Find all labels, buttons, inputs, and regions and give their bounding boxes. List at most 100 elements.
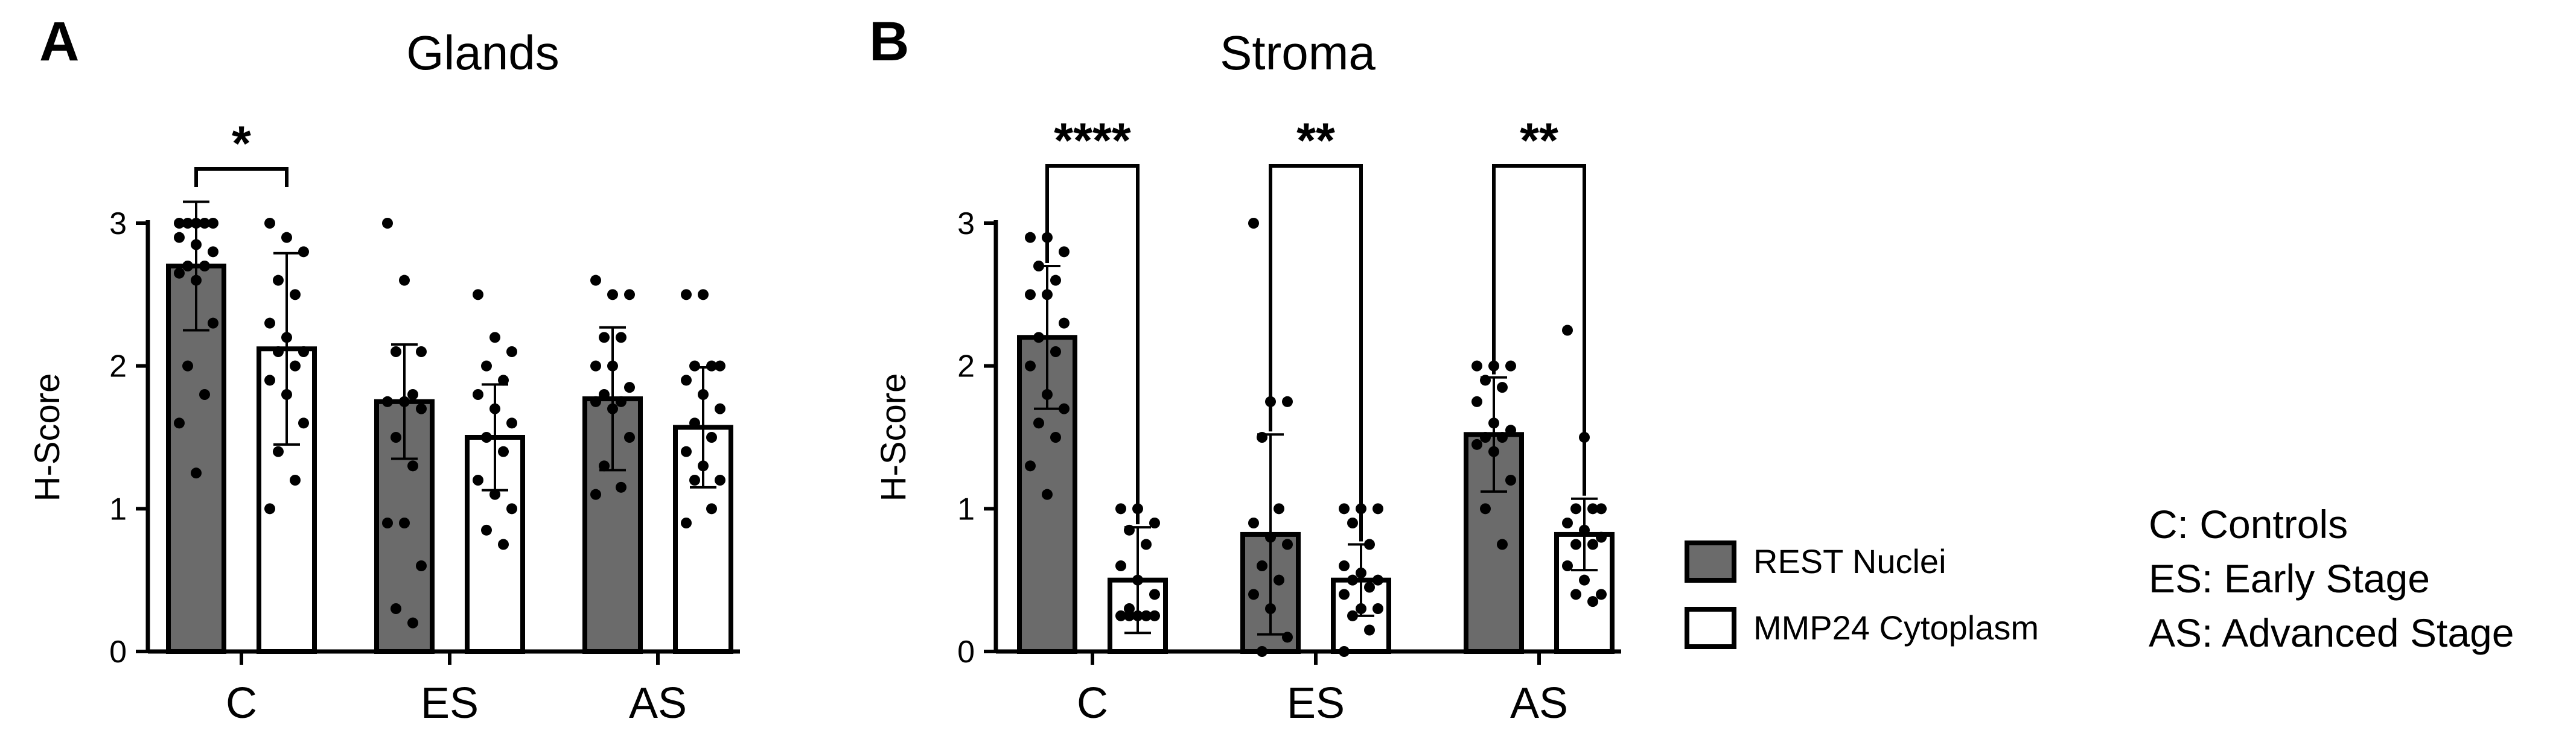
data-point — [1050, 346, 1061, 357]
y-tick-label: 2 — [957, 349, 975, 384]
x-category-label: C — [226, 679, 257, 727]
data-point — [208, 218, 218, 229]
data-point — [624, 289, 635, 300]
x-category-label: AS — [629, 679, 687, 727]
data-point — [698, 289, 709, 300]
data-point — [298, 246, 309, 258]
data-point — [590, 274, 601, 286]
data-point — [1480, 432, 1491, 443]
data-point — [399, 274, 410, 286]
data-point — [382, 518, 393, 528]
data-point — [1480, 503, 1491, 515]
data-point — [1059, 403, 1070, 414]
data-point — [416, 346, 427, 357]
data-point — [681, 375, 692, 386]
data-point — [1257, 646, 1267, 657]
data-point — [1364, 582, 1375, 593]
data-point — [298, 417, 309, 429]
data-point — [1033, 417, 1044, 429]
data-point — [599, 460, 610, 472]
data-point — [1562, 518, 1573, 528]
data-point — [616, 332, 626, 343]
data-point — [481, 432, 492, 443]
legend-swatch-rest — [1685, 540, 1736, 583]
data-point — [174, 232, 185, 243]
data-point — [715, 403, 725, 414]
data-point — [1248, 218, 1259, 229]
data-point — [498, 446, 509, 457]
data-point — [1141, 539, 1152, 550]
abbr-controls: C: Controls — [2149, 502, 2348, 547]
data-point — [1050, 274, 1061, 286]
data-point — [689, 475, 700, 486]
data-point — [1471, 360, 1482, 372]
data-point — [599, 389, 610, 400]
data-point — [498, 375, 509, 386]
data-point — [1149, 610, 1160, 621]
legend-label-mmp24: MMP24 Cytoplasm — [1753, 609, 2039, 647]
data-point — [191, 468, 202, 479]
abbr-advanced-stage: AS: Advanced Stage — [2149, 610, 2514, 655]
data-point — [1587, 596, 1598, 607]
data-point — [416, 403, 427, 414]
data-point — [689, 360, 700, 372]
data-point — [174, 417, 185, 429]
data-point — [1025, 360, 1036, 372]
y-tick-label: 3 — [957, 206, 975, 241]
panel-glands: A Glands H-Score 0 1 2 3 C ES AS * — [28, 11, 740, 727]
data-point — [208, 317, 218, 329]
data-point — [1115, 560, 1126, 571]
data-point — [1596, 503, 1607, 515]
data-point — [298, 346, 309, 357]
data-point — [1257, 560, 1267, 571]
panel-title: Glands — [406, 26, 559, 80]
data-point — [1124, 610, 1135, 621]
data-point — [391, 432, 401, 443]
abbr-early-stage: ES: Early Stage — [2149, 556, 2430, 601]
data-point — [290, 360, 301, 372]
data-point — [264, 503, 275, 515]
data-point — [1372, 574, 1383, 586]
data-point — [1347, 574, 1358, 586]
significance-label: ** — [1520, 113, 1558, 168]
data-point — [1282, 396, 1293, 407]
data-point — [382, 218, 393, 229]
significance-bracket — [1492, 164, 1586, 496]
significance-bracket — [1269, 164, 1363, 542]
data-point — [1372, 503, 1383, 515]
data-point — [1579, 574, 1590, 586]
y-axis-label: H-Score — [874, 373, 913, 502]
y-tick-label: 1 — [109, 492, 127, 527]
data-point — [1059, 317, 1070, 329]
data-point — [1570, 539, 1581, 550]
data-point — [473, 389, 483, 400]
x-category-label: C — [1077, 679, 1108, 727]
data-point — [506, 417, 517, 429]
data-point — [208, 246, 218, 258]
data-point — [706, 432, 717, 443]
data-point — [1471, 439, 1482, 450]
data-point — [290, 475, 301, 486]
abbreviation-key: C: Controls ES: Early Stage AS: Advanced… — [2149, 502, 2514, 655]
data-point — [1497, 382, 1508, 393]
data-point — [199, 218, 210, 229]
data-point — [273, 446, 284, 457]
y-axis-label: H-Score — [28, 373, 67, 502]
data-point — [1471, 396, 1482, 407]
data-point — [1570, 589, 1581, 600]
data-point — [481, 360, 492, 372]
y-tick-label: 1 — [957, 492, 975, 527]
x-category-label: ES — [421, 679, 479, 727]
panel-letter: A — [39, 11, 79, 72]
data-point — [1025, 460, 1036, 472]
data-point — [681, 518, 692, 528]
data-point — [416, 560, 427, 571]
data-point — [1115, 503, 1126, 515]
data-point — [407, 617, 418, 629]
data-point — [1115, 610, 1126, 621]
data-point — [407, 460, 418, 472]
data-point — [1274, 503, 1284, 515]
data-point — [473, 289, 483, 300]
data-point — [174, 218, 185, 229]
